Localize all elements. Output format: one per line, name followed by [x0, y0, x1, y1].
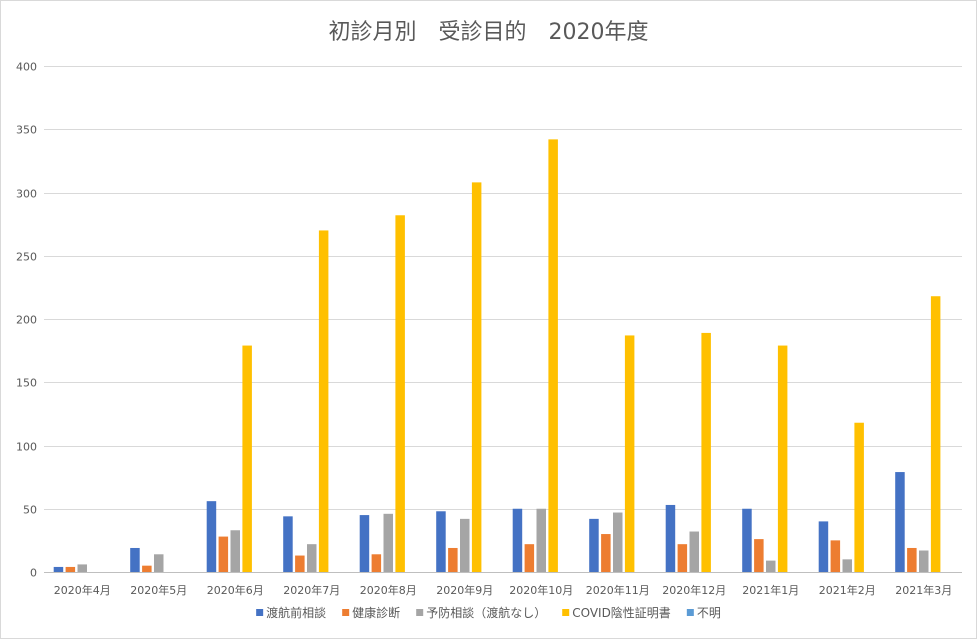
y-tick-label: 400	[16, 61, 37, 74]
x-tick-label: 2020年11月	[586, 583, 650, 597]
x-tick-label: 2020年5月	[130, 583, 187, 597]
bar	[77, 564, 87, 572]
bar	[907, 547, 917, 572]
legend-item: 不明	[686, 606, 721, 620]
bar	[65, 566, 76, 572]
legend-label: COVID陰性証明書	[572, 606, 671, 620]
bar	[142, 565, 152, 572]
bars	[53, 139, 941, 573]
bar	[307, 544, 317, 572]
bar	[283, 516, 293, 572]
bar	[624, 335, 635, 572]
bar	[754, 539, 764, 572]
bar	[830, 540, 841, 573]
legend-label: 予防相談（渡航なし）	[426, 605, 546, 620]
x-tick-label: 2020年7月	[283, 583, 340, 597]
legend-swatch	[686, 609, 694, 616]
x-tick-label: 2021年2月	[819, 583, 876, 597]
gridlines	[44, 66, 962, 573]
bar	[919, 550, 929, 572]
x-tick-label: 2020年12月	[662, 583, 726, 597]
y-tick-label: 200	[16, 314, 37, 327]
legend-swatch	[416, 609, 424, 616]
bar	[230, 530, 240, 572]
x-tick-label: 2020年10月	[509, 583, 573, 597]
bar	[689, 531, 699, 572]
legend-item: 渡航前相談	[256, 605, 326, 620]
bar	[130, 547, 140, 572]
bar	[536, 508, 546, 572]
x-tick-label: 2020年9月	[436, 583, 493, 597]
bar	[742, 508, 752, 572]
bar	[460, 518, 470, 572]
bar	[613, 512, 623, 572]
bar	[766, 560, 776, 572]
y-tick-label: 250	[16, 251, 37, 264]
x-axis-ticks: 2020年4月 2020年5月 2020年6月 2020年7月 2020年8月 2020年…	[54, 583, 953, 597]
legend-item: 健康診断	[342, 605, 400, 620]
y-tick-label: 50	[23, 504, 37, 517]
y-axis-ticks: 0 50 100 150 200 250 300 350 400	[16, 61, 37, 580]
bar	[206, 501, 217, 572]
bar	[471, 182, 482, 572]
bar	[53, 566, 64, 572]
chart-title: 初診月別 受診目的 2020年度	[328, 20, 649, 45]
bar	[842, 559, 852, 572]
bar	[512, 508, 523, 572]
legend-swatch	[256, 609, 264, 616]
y-tick-label: 0	[30, 567, 37, 580]
bar	[154, 554, 164, 572]
y-tick-label: 350	[16, 124, 37, 137]
bar	[677, 544, 688, 572]
bar	[371, 554, 382, 572]
x-tick-label: 2020年6月	[207, 583, 264, 597]
legend-label: 渡航前相談	[266, 605, 326, 620]
bar	[895, 472, 905, 572]
y-tick-label: 100	[16, 441, 37, 454]
bar	[930, 296, 941, 572]
bar	[524, 544, 535, 572]
bar	[318, 230, 329, 572]
legend: 渡航前相談 健康診断 予防相談（渡航なし） COVID陰性証明書 不明	[256, 605, 721, 620]
bar	[854, 422, 864, 572]
bar	[242, 345, 252, 572]
bar	[601, 534, 611, 572]
bar	[359, 515, 370, 572]
legend-swatch	[342, 609, 350, 616]
x-tick-label: 2021年1月	[742, 583, 799, 597]
legend-item: 予防相談（渡航なし）	[416, 605, 546, 620]
bar	[295, 555, 305, 572]
bar	[218, 536, 229, 572]
bar	[665, 504, 676, 572]
x-tick-label: 2020年8月	[360, 583, 417, 597]
x-tick-label: 2021年3月	[895, 583, 952, 597]
bar	[383, 513, 393, 572]
bar	[448, 547, 458, 572]
x-tick-label: 2020年4月	[54, 583, 111, 597]
legend-label: 不明	[697, 606, 721, 620]
legend-item: COVID陰性証明書	[562, 606, 671, 620]
bar	[548, 139, 558, 572]
y-tick-label: 150	[16, 377, 37, 390]
bar	[818, 521, 829, 572]
bar	[395, 215, 405, 572]
legend-swatch	[562, 609, 570, 616]
bar	[436, 511, 446, 572]
legend-label: 健康診断	[352, 605, 400, 620]
bar	[589, 518, 599, 572]
y-tick-label: 300	[16, 188, 37, 201]
bar	[701, 332, 711, 572]
bar	[777, 345, 788, 572]
